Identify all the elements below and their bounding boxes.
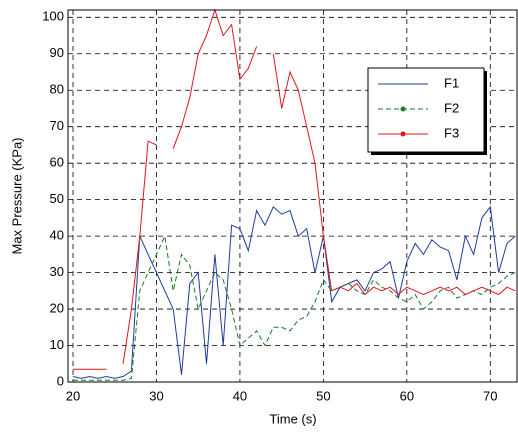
y-tick-label: 80 [50, 82, 64, 97]
y-tick-label: 30 [50, 264, 64, 279]
y-tick-label: 40 [50, 228, 64, 243]
x-tick-label: 20 [66, 388, 80, 403]
x-tick-label: 60 [400, 388, 414, 403]
legend-marker [400, 106, 406, 112]
y-tick-label: 50 [50, 191, 64, 206]
y-tick-label: 60 [50, 155, 64, 170]
series-line [72, 205, 516, 379]
x-tick-label: 30 [149, 388, 163, 403]
y-tick-label: 20 [50, 300, 64, 315]
legend-label: F2 [444, 100, 459, 115]
x-tick-label: 50 [316, 388, 330, 403]
legend-marker [400, 131, 406, 137]
y-tick-label: 90 [50, 45, 64, 60]
x-tick-label: 40 [233, 388, 247, 403]
legend-label: F1 [444, 75, 459, 90]
series-line [73, 8, 516, 370]
legend-label: F3 [444, 125, 459, 140]
series-line [73, 234, 516, 381]
y-tick-label: 10 [50, 337, 64, 352]
plot-frame [67, 9, 518, 383]
y-tick-label: 100 [42, 9, 64, 24]
x-axis-label: Time (s) [269, 411, 316, 426]
y-tick-label: 0 [57, 373, 64, 388]
y-tick-label: 70 [50, 118, 64, 133]
legend-box [367, 67, 485, 153]
y-axis-label: Max Pressure (KPa) [9, 137, 24, 254]
x-tick-label: 70 [483, 388, 497, 403]
